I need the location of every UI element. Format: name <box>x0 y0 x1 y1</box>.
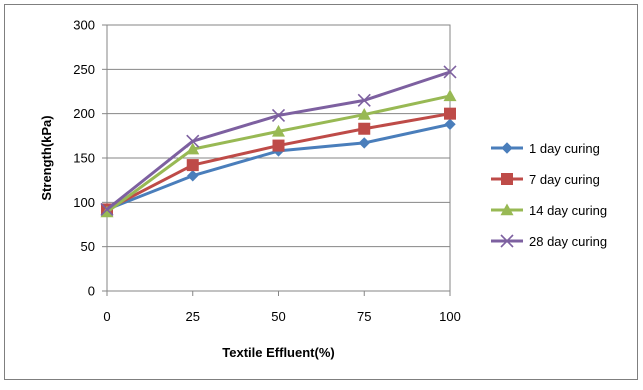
data-point <box>443 89 457 102</box>
y-tick-label: 100 <box>73 195 95 210</box>
legend-marker-4 <box>500 234 514 248</box>
y-tick-label: 200 <box>73 106 95 121</box>
legend-marker-1 <box>501 142 513 154</box>
x-tick-label: 0 <box>103 309 110 324</box>
legend-label-1: 1 day curing <box>529 141 600 156</box>
data-point <box>187 170 199 182</box>
y-tick-label: 300 <box>73 18 95 33</box>
data-point <box>272 139 285 152</box>
legend-label-3: 14 day curing <box>529 203 607 218</box>
chart-frame: 0 50 100 150 200 250 300 0 25 50 75 100 Textile Effl… <box>4 4 638 380</box>
legend-marker-2 <box>501 173 513 185</box>
data-point <box>100 205 114 218</box>
data-point <box>443 65 457 79</box>
x-tick-label: 25 <box>186 309 200 324</box>
y-tick-label: 250 <box>73 62 95 77</box>
legend-label-2: 7 day curing <box>529 172 600 187</box>
line-chart: 0 50 100 150 200 250 300 0 25 50 75 100 Textile Effl… <box>39 18 607 361</box>
legend-label-4: 28 day curing <box>529 234 607 249</box>
y-tick-label: 0 <box>88 284 95 299</box>
data-point <box>186 159 199 172</box>
x-axis-title: Textile Effluent(%) <box>222 345 334 360</box>
data-point <box>444 118 456 131</box>
x-tick-label: 50 <box>271 309 285 324</box>
x-tick-label: 100 <box>439 309 461 324</box>
data-point <box>186 134 200 148</box>
data-point <box>100 202 114 216</box>
data-point <box>271 108 286 123</box>
x-tick-label: 75 <box>357 309 371 324</box>
data-point <box>358 122 371 135</box>
data-point <box>357 108 371 120</box>
y-tick-label: 150 <box>73 151 95 166</box>
y-axis-title: Strength(kPa) <box>39 115 54 200</box>
data-point <box>358 137 370 149</box>
data-point <box>357 93 371 107</box>
data-point <box>186 142 200 155</box>
data-point <box>272 124 285 137</box>
legend-marker-3 <box>500 203 514 216</box>
data-point <box>444 107 456 120</box>
y-tick-label: 50 <box>81 239 95 254</box>
